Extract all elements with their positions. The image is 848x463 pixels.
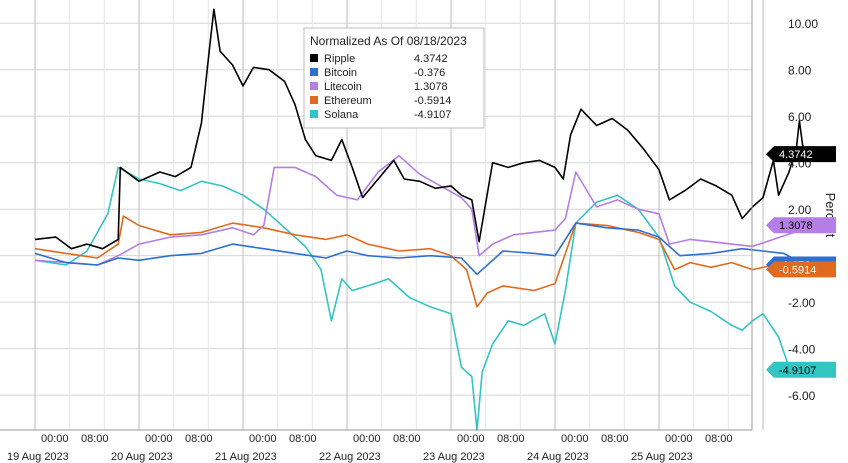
legend-label: Ripple bbox=[324, 53, 355, 65]
legend-label: Bitcoin bbox=[324, 67, 357, 79]
last-value-badges: 4.3742-0.3761.3078-0.5914-4.9107 bbox=[766, 146, 836, 378]
badge-label: -4.9107 bbox=[779, 365, 816, 377]
legend-swatch bbox=[310, 54, 318, 62]
legend-label: Litecoin bbox=[324, 81, 362, 93]
x-tick-label: 08:00 bbox=[601, 433, 629, 445]
legend-value: 4.3742 bbox=[414, 53, 448, 65]
last-value-badge-ripple: 4.3742 bbox=[766, 146, 836, 163]
y-tick-label: -4.00 bbox=[788, 343, 816, 357]
legend: Normalized As Of 08/18/2023 Ripple 4.3742… bbox=[303, 27, 485, 129]
last-value-badge-solana: -4.9107 bbox=[766, 361, 836, 378]
badge-shape bbox=[766, 261, 836, 278]
x-tick-label: 00:00 bbox=[457, 433, 485, 445]
x-tick-label: 00:00 bbox=[665, 433, 693, 445]
legend-swatch bbox=[310, 68, 318, 76]
x-tick-label: 00:00 bbox=[41, 433, 69, 445]
x-tick-label: 00:00 bbox=[561, 433, 589, 445]
last-value-badge-ethereum: -0.5914 bbox=[766, 261, 836, 278]
x-day-label: 24 Aug 2023 bbox=[527, 451, 589, 463]
series-line-bitcoin bbox=[34, 222, 805, 276]
series-line-solana bbox=[34, 166, 806, 431]
x-tick-label: 08:00 bbox=[497, 433, 525, 445]
series-line-litecoin bbox=[34, 154, 806, 266]
y-tick-label: 2.00 bbox=[788, 203, 812, 217]
x-tick-label: 08:00 bbox=[185, 433, 213, 445]
legend-swatch bbox=[310, 110, 318, 118]
x-day-label: 23 Aug 2023 bbox=[423, 451, 485, 463]
x-tick-label: 08:00 bbox=[81, 433, 109, 445]
legend-value: 1.3078 bbox=[414, 81, 448, 93]
x-tick-label: 00:00 bbox=[353, 433, 381, 445]
legend-value: -4.9107 bbox=[414, 109, 451, 121]
legend-value: -0.5914 bbox=[414, 95, 451, 107]
badge-shape bbox=[766, 146, 836, 163]
badge-label: -0.5914 bbox=[779, 264, 816, 276]
x-day-label: 19 Aug 2023 bbox=[7, 451, 69, 463]
legend-title: Normalized As Of 08/18/2023 bbox=[310, 34, 467, 48]
legend-swatch bbox=[310, 96, 318, 104]
legend-swatch bbox=[310, 82, 318, 90]
badge-shape bbox=[766, 361, 836, 378]
y-tick-label: 10.00 bbox=[788, 17, 818, 31]
last-value-badge-litecoin: 1.3078 bbox=[766, 217, 836, 234]
badge-shape bbox=[766, 217, 836, 234]
series-lines bbox=[34, 8, 806, 431]
x-tick-label: 00:00 bbox=[249, 433, 277, 445]
y-tick-label: 6.00 bbox=[788, 110, 812, 124]
x-tick-label: 08:00 bbox=[289, 433, 317, 445]
series-line-ripple bbox=[34, 8, 806, 250]
legend-box bbox=[303, 27, 485, 129]
x-tick-label: 00:00 bbox=[145, 433, 173, 445]
x-day-label: 25 Aug 2023 bbox=[631, 451, 693, 463]
x-day-label: 22 Aug 2023 bbox=[319, 451, 381, 463]
legend-label: Ethereum bbox=[324, 95, 372, 107]
y-tick-label: 8.00 bbox=[788, 64, 812, 78]
grid bbox=[0, 0, 764, 430]
x-day-label: 21 Aug 2023 bbox=[215, 451, 277, 463]
y-tick-label: -6.00 bbox=[788, 389, 816, 403]
badge-label: 1.3078 bbox=[779, 220, 813, 232]
x-tick-label: 08:00 bbox=[393, 433, 421, 445]
legend-label: Solana bbox=[324, 109, 359, 121]
x-tick-label: 08:00 bbox=[705, 433, 733, 445]
badge-label: 4.3742 bbox=[779, 149, 813, 161]
legend-value: -0.376 bbox=[414, 67, 445, 79]
y-tick-label: -2.00 bbox=[788, 296, 816, 310]
x-day-label: 20 Aug 2023 bbox=[111, 451, 173, 463]
series-line-ethereum bbox=[34, 215, 805, 308]
